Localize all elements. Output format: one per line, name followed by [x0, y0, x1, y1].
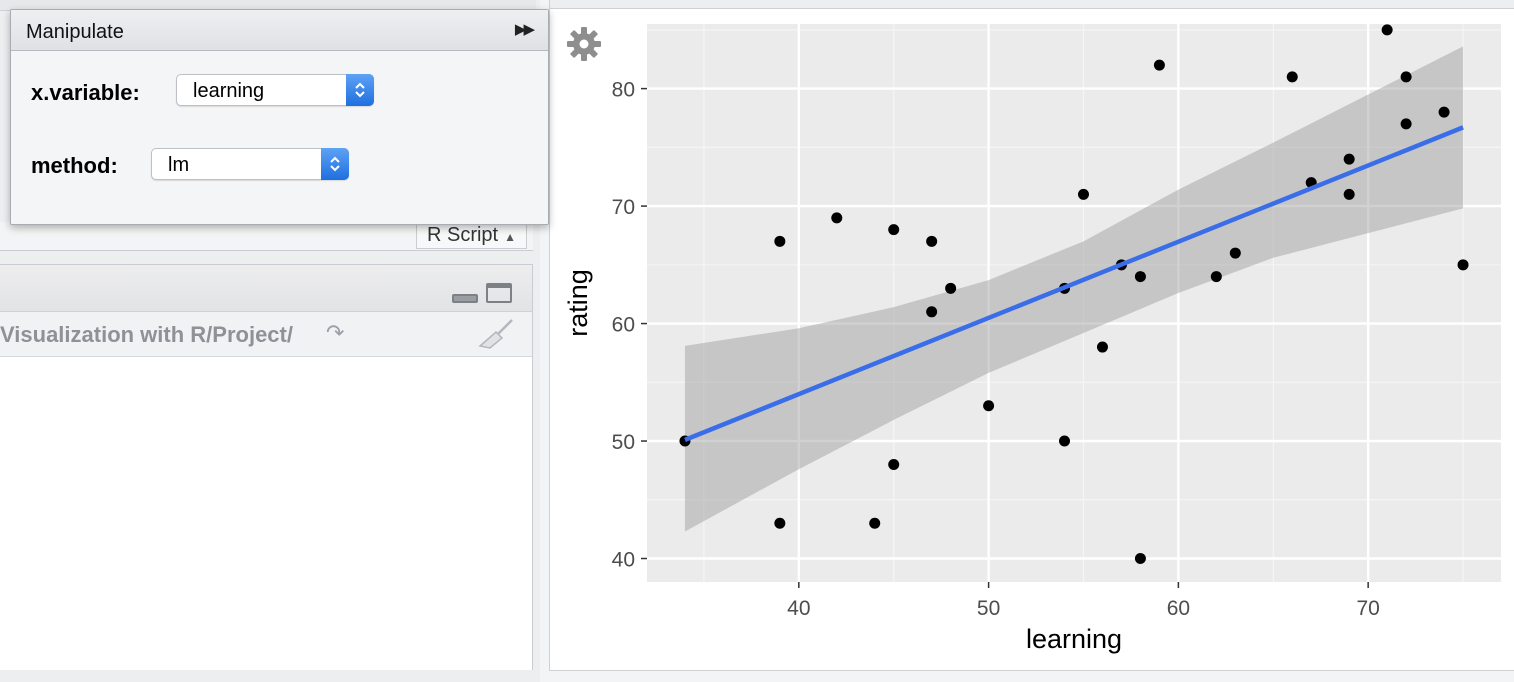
x-variable-select[interactable]: learning [176, 74, 374, 106]
data-point [1438, 106, 1450, 118]
confidence-ribbon [684, 46, 1464, 532]
data-point [869, 517, 881, 529]
left-bottom-strip [0, 670, 540, 682]
manipulate-title: Manipulate [26, 21, 124, 43]
data-point [1134, 271, 1146, 283]
select-stepper-icon [346, 74, 374, 106]
redo-arrow-icon[interactable]: ↷ [326, 320, 345, 345]
data-point [774, 235, 786, 247]
data-point [1286, 71, 1298, 83]
data-point [945, 282, 957, 294]
axis-ticks: 40 50 60 70 40 50 60 70 80 [612, 79, 1380, 620]
data-point [1077, 188, 1089, 200]
files-path-bar: Visualization with R/Project/ ↷ [0, 312, 532, 357]
x-tick-label: 40 [787, 597, 810, 620]
x-variable-label: x.variable: [31, 80, 140, 105]
data-point [926, 235, 938, 247]
source-status-bar: R Script ▲ [0, 222, 533, 251]
y-tick-label: 60 [612, 314, 635, 337]
viewer-top-strip [550, 0, 1514, 9]
data-point [1381, 24, 1393, 36]
y-tick-label: 70 [612, 196, 635, 219]
data-point [774, 517, 786, 529]
plot-panel [647, 24, 1501, 582]
double-chevron-right-icon[interactable]: ▶▶ [514, 21, 535, 38]
scatter-plot: 40 50 60 70 40 50 60 70 80 learning rating [563, 24, 1501, 654]
data-point [1059, 435, 1071, 447]
maximize-pane-icon[interactable] [486, 283, 512, 303]
method-label: method: [31, 153, 118, 178]
fit-line [684, 125, 1464, 442]
data-point [1343, 188, 1355, 200]
grid-major [647, 24, 1501, 582]
filetype-select[interactable]: R Script ▲ [415, 222, 527, 249]
data-point [1400, 71, 1412, 83]
data-point [1134, 553, 1146, 565]
data-point [1229, 247, 1241, 259]
grid-minor [647, 24, 1501, 582]
manipulate-panel: Manipulate ▶▶ x.variable: learning metho… [10, 9, 549, 225]
method-value: lm [168, 154, 190, 176]
gear-icon[interactable] [564, 24, 604, 64]
filetype-label: R Script [426, 224, 499, 246]
data-point [1457, 259, 1469, 271]
y-tick-label: 50 [612, 431, 635, 454]
updown-icon: ▲ [504, 230, 516, 244]
minimize-pane-icon[interactable] [452, 294, 478, 303]
x-tick-label: 70 [1356, 597, 1379, 620]
data-point [1153, 59, 1165, 71]
plot-viewer: 40 50 60 70 40 50 60 70 80 learning rating [549, 0, 1514, 671]
data-point [831, 212, 843, 224]
y-tick-label: 80 [612, 79, 635, 102]
x-tick-label: 50 [977, 597, 1000, 620]
data-point [926, 306, 938, 318]
x-axis-label: learning [1026, 624, 1122, 654]
y-tick-label: 40 [612, 549, 635, 572]
method-select[interactable]: lm [151, 148, 349, 180]
files-pane: Visualization with R/Project/ ↷ [0, 264, 533, 672]
data-point [1400, 118, 1412, 130]
data-point [1343, 153, 1355, 165]
data-point [1096, 341, 1108, 353]
files-pane-header [0, 265, 532, 312]
data-point [888, 224, 900, 236]
broom-icon[interactable] [478, 318, 514, 350]
data-point [1210, 271, 1222, 283]
files-path[interactable]: Visualization with R/Project/ [0, 322, 293, 347]
x-tick-label: 60 [1167, 597, 1190, 620]
x-variable-value: learning [193, 80, 265, 102]
select-stepper-icon [321, 148, 349, 180]
manipulate-header: Manipulate ▶▶ [11, 10, 548, 51]
data-point [888, 459, 900, 471]
data-point [983, 400, 995, 412]
y-axis-label: rating [563, 269, 593, 337]
